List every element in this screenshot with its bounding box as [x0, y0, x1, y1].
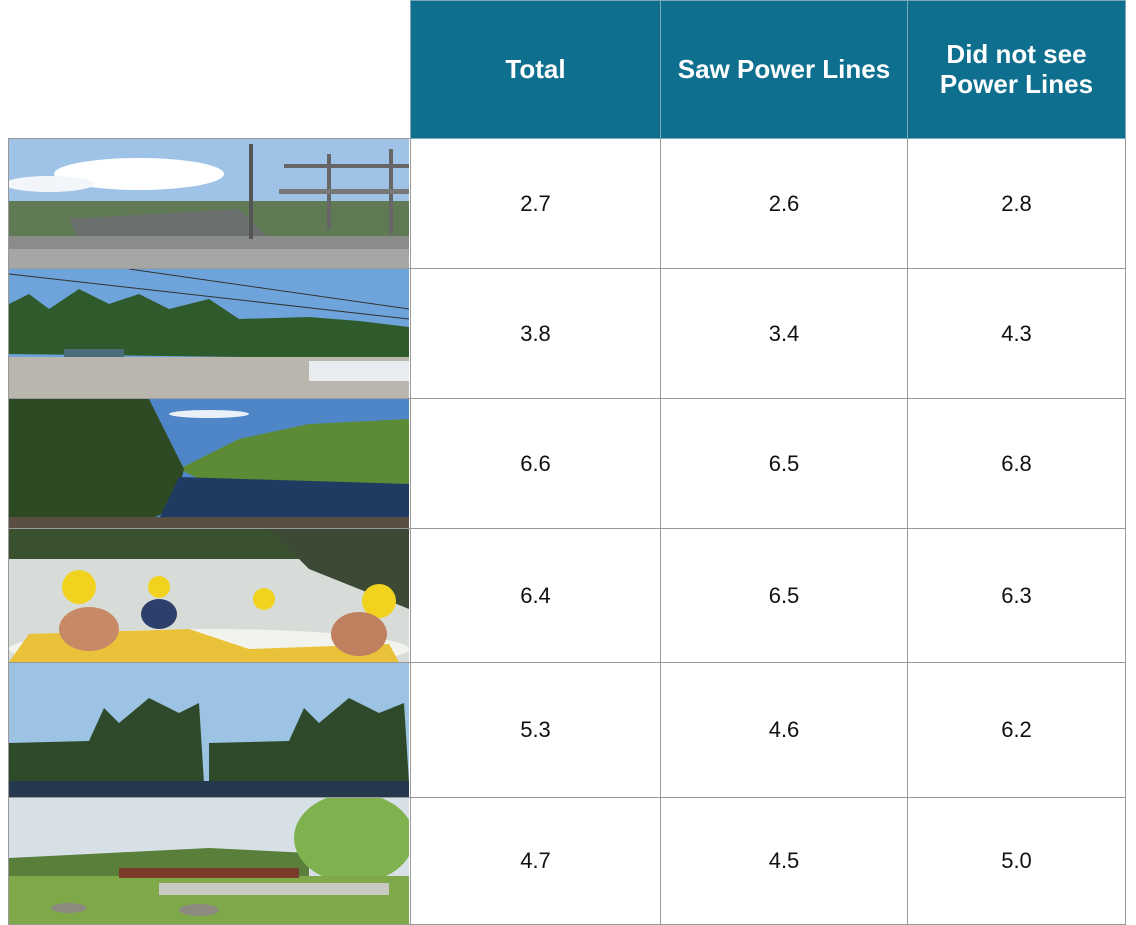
header-row: Total Saw Power Lines Did not see Power … — [9, 1, 1126, 139]
value-cell: 6.8 — [908, 399, 1126, 529]
blank-header — [9, 1, 411, 139]
header-cell: Did not see Power Lines — [908, 1, 1126, 139]
photo-rafting — [9, 529, 409, 662]
row: 4.7 4.5 5.0 — [9, 798, 1126, 925]
photo-cell — [9, 529, 411, 663]
photo-cell — [9, 399, 411, 529]
results-table: Total Saw Power Lines Did not see Power … — [8, 0, 1126, 925]
row: 3.8 3.4 4.3 — [9, 269, 1126, 399]
value-cell: 6.5 — [661, 399, 908, 529]
value-cell: 4.7 — [411, 798, 661, 925]
page: Total Saw Power Lines Did not see Power … — [0, 0, 1136, 924]
value-cell: 2.6 — [661, 139, 908, 269]
header-cell: Saw Power Lines — [661, 1, 908, 139]
value-cell: 6.6 — [411, 399, 661, 529]
photo-park — [9, 798, 409, 924]
row: 2.7 2.6 2.8 — [9, 139, 1126, 269]
row: 6.4 6.5 6.3 — [9, 529, 1126, 663]
value-cell: 4.6 — [661, 663, 908, 798]
photo-cell — [9, 269, 411, 399]
value-cell: 6.3 — [908, 529, 1126, 663]
value-cell: 2.8 — [908, 139, 1126, 269]
photo-lake — [9, 663, 409, 797]
photo-parking — [9, 269, 409, 398]
value-cell: 2.7 — [411, 139, 661, 269]
photo-cell — [9, 798, 411, 925]
row: 5.3 4.6 6.2 — [9, 663, 1126, 798]
header-cell: Total — [411, 1, 661, 139]
value-cell: 5.3 — [411, 663, 661, 798]
value-cell: 4.5 — [661, 798, 908, 925]
row: 6.6 6.5 6.8 — [9, 399, 1126, 529]
photo-cell — [9, 663, 411, 798]
value-cell: 3.4 — [661, 269, 908, 399]
value-cell: 4.3 — [908, 269, 1126, 399]
photo-river — [9, 399, 409, 528]
value-cell: 6.2 — [908, 663, 1126, 798]
photo-dam — [9, 139, 409, 268]
value-cell: 3.8 — [411, 269, 661, 399]
photo-cell — [9, 139, 411, 269]
value-cell: 6.4 — [411, 529, 661, 663]
value-cell: 6.5 — [661, 529, 908, 663]
value-cell: 5.0 — [908, 798, 1126, 925]
